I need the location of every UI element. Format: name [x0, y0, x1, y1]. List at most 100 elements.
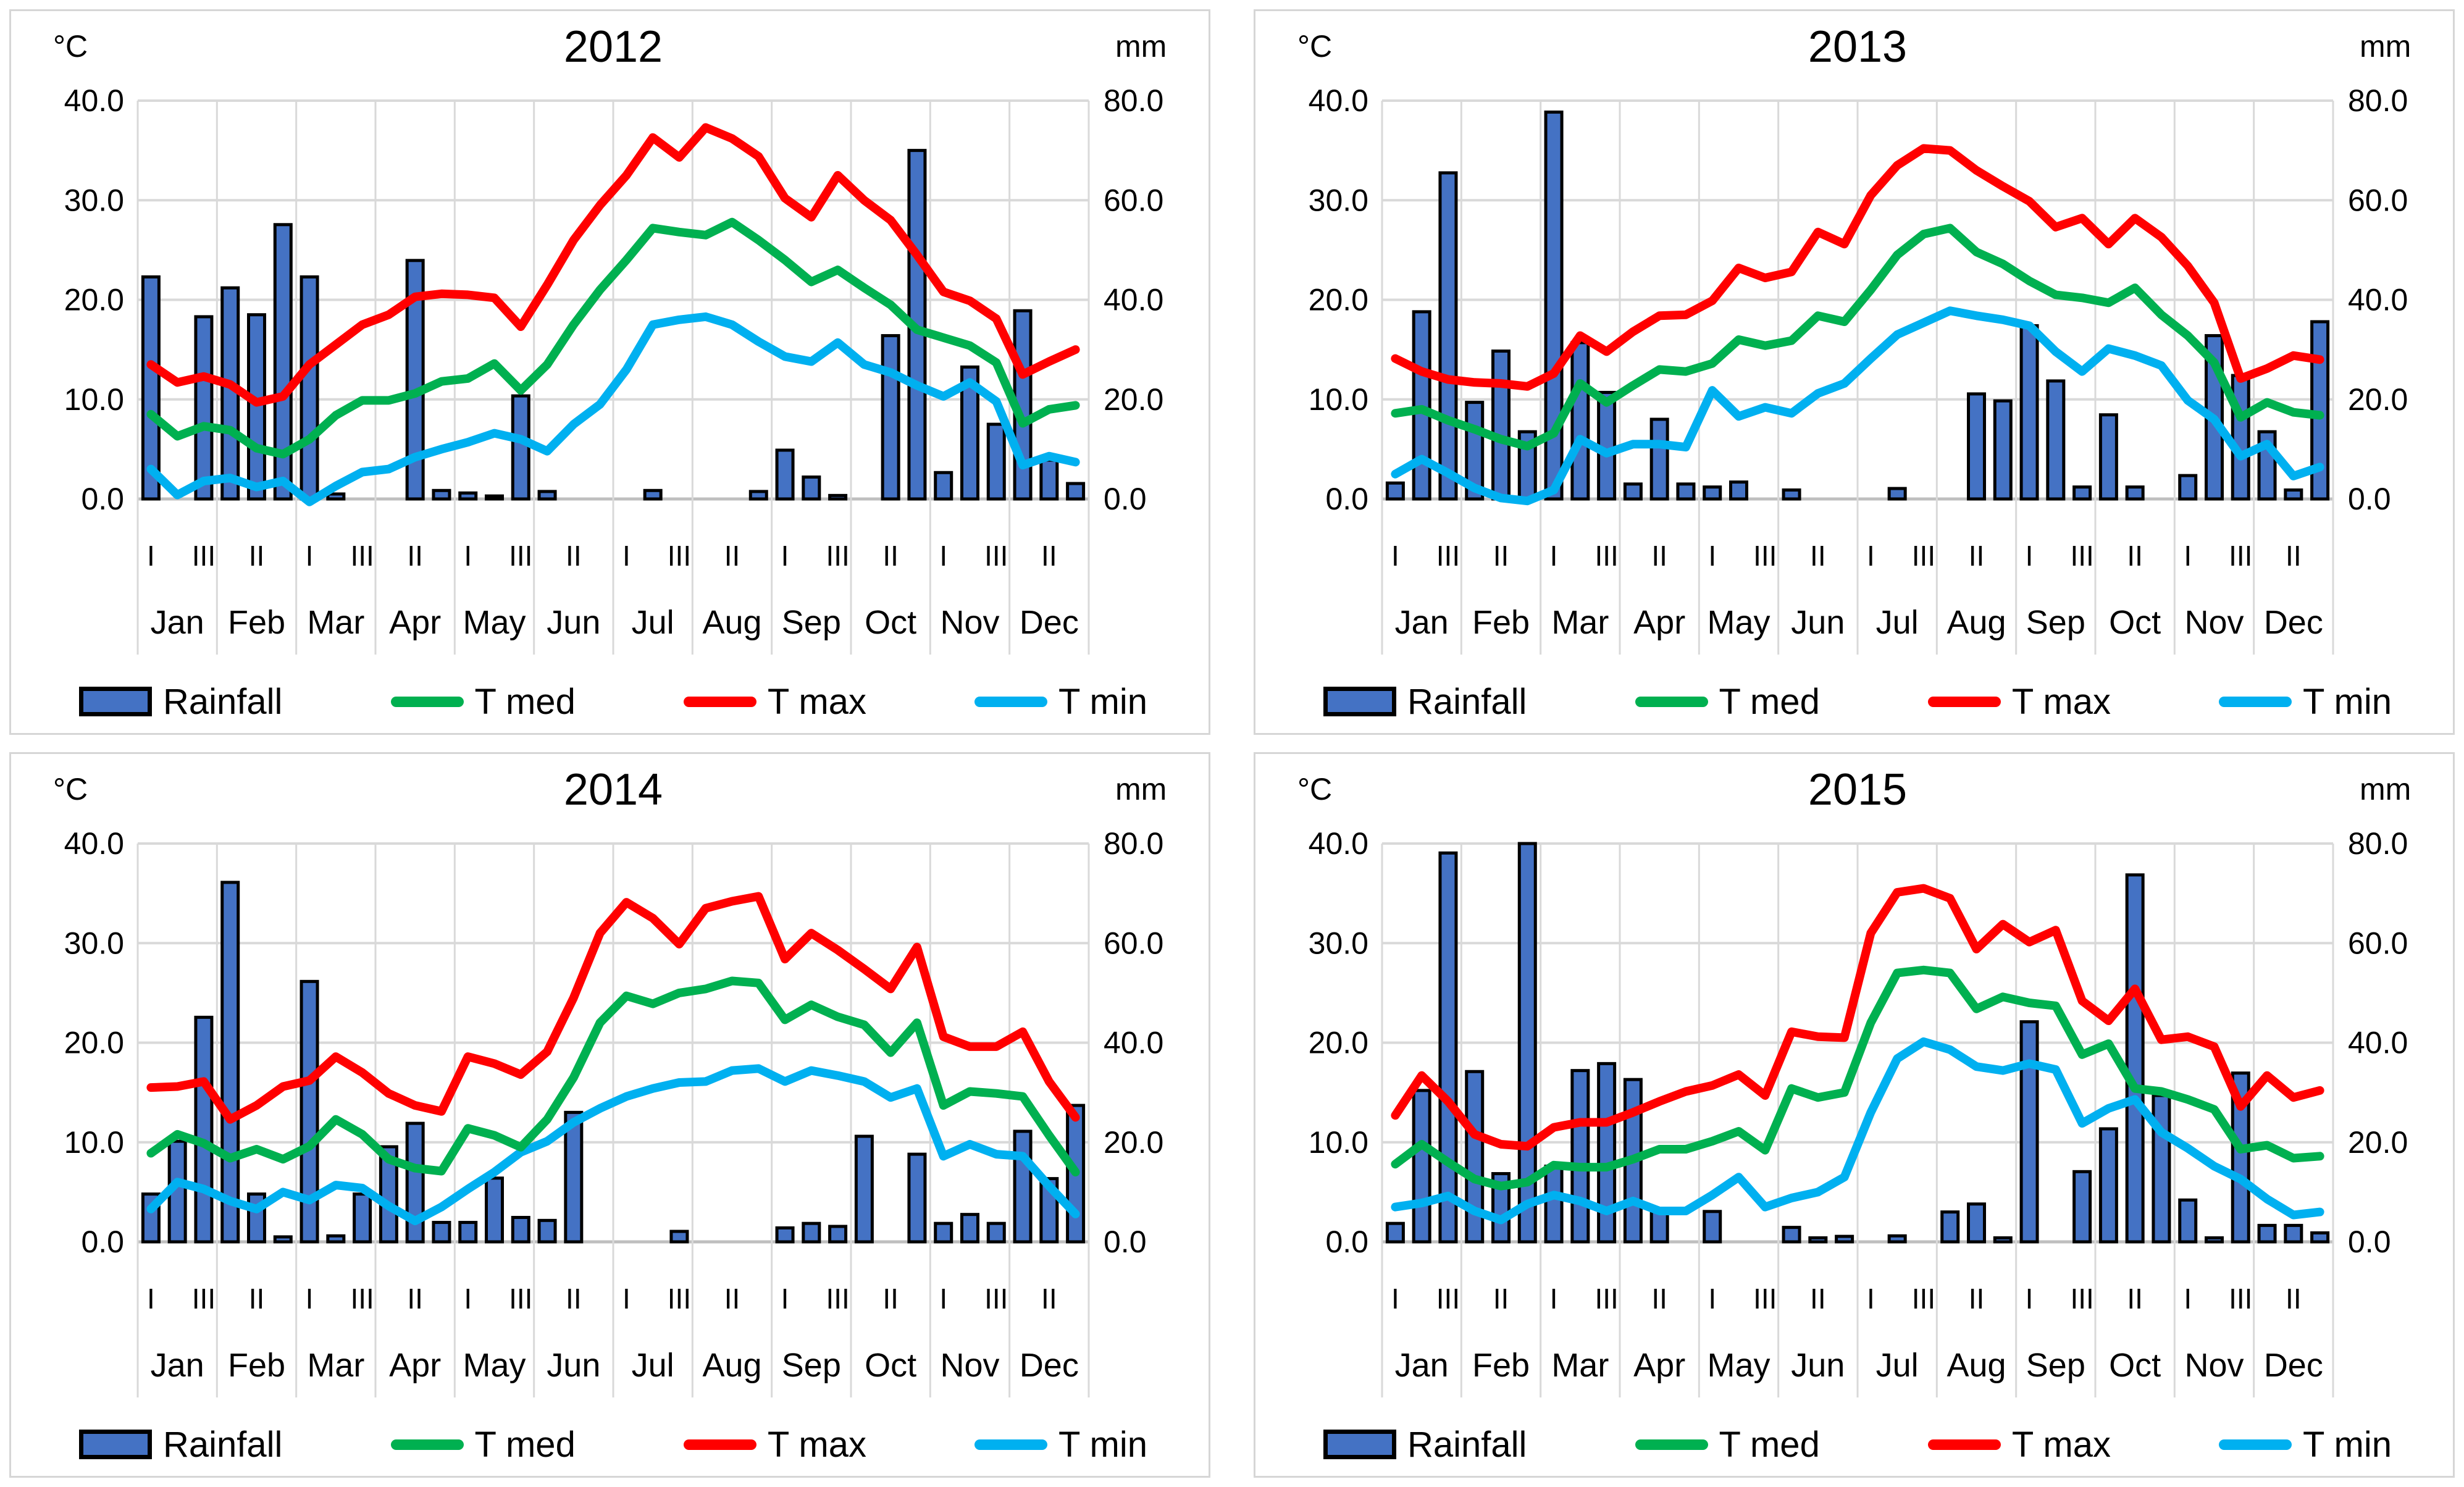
chart-panel-2012: °C 2012 mm 40.0 80.0 30.0 60.0 20.0 40.0 10.0 2… [9, 9, 1210, 735]
rainfall-bar [273, 1235, 293, 1244]
rainfall-bar [1013, 1129, 1033, 1244]
decade-tick-label: III [668, 540, 691, 572]
decade-tick-label: III [2229, 540, 2252, 572]
rainfall-bar [907, 1152, 927, 1244]
decade-tick-label: III [984, 540, 1008, 572]
month-label: Jun [1791, 604, 1845, 641]
decade-tick-label: II [2127, 1283, 2143, 1315]
decade-tick-label: I [1708, 1283, 1716, 1315]
rainfall-bar [1412, 1089, 1431, 1244]
decade-tick-label: III [1594, 1283, 1618, 1315]
rainfall-bar [511, 394, 530, 501]
month-label: Jul [1876, 604, 1919, 641]
month-label: Dec [1020, 604, 1079, 641]
month-label: Nov [940, 604, 999, 641]
rainfall-bar [1623, 482, 1643, 501]
decade-tick-label: III [1436, 540, 1460, 572]
rainfall-bar [537, 1218, 557, 1244]
chart-panel-2014: °C 2014 mm 40.0 80.0 30.0 60.0 20.0 40.0 10.0 2… [9, 752, 1210, 1478]
rainfall-bar [2098, 1127, 2118, 1244]
t-min-line [1391, 1037, 2324, 1225]
month-label: Jun [547, 604, 600, 641]
t-max-line-icon [683, 696, 756, 707]
rainfall-bar [960, 1213, 979, 1244]
plot-area: 40.0 80.030.0 60.020.0 40.010.0 20.00.0 0.0I I… [64, 83, 1163, 655]
rainfall-bar [353, 1192, 372, 1244]
chart-panel-2015: °C 2015 mm 40.0 80.0 30.0 60.0 20.0 40.0 10.0 2… [1254, 752, 2455, 1478]
decade-tick-labels: I III II I III II I III II I III II I III II I III II [147, 540, 1057, 572]
decade-tick-label: I [1550, 540, 1558, 572]
month-label: Aug [1946, 604, 2006, 641]
right-axis-tick: 40.0 [1104, 283, 1163, 317]
rainfall-bar [643, 488, 663, 501]
month-label: Jan [1395, 1347, 1449, 1384]
left-axis-tick: 40.0 [64, 83, 124, 118]
rainfall-bar [986, 1221, 1006, 1244]
rainfall-bar [1649, 417, 1669, 501]
decade-tick-label: I [1391, 1283, 1399, 1315]
left-axis-tick: 10.0 [1309, 382, 1368, 417]
left-axis-tick: 10.0 [64, 382, 124, 417]
legend-item-t-max: T max [1927, 1424, 2111, 1465]
rainfall-bar [511, 1215, 530, 1244]
rainfall-bar [1782, 1226, 1801, 1244]
rainfall-bar [669, 1229, 689, 1244]
rainfall-bar [1676, 482, 1696, 501]
decade-tick-label: II [1493, 1283, 1509, 1315]
left-axis-tick: 30.0 [1309, 926, 1368, 960]
month-label: Jul [1876, 1347, 1919, 1384]
decade-tick-label: II [1969, 1283, 1985, 1315]
right-axis-tick: 20.0 [2348, 1125, 2408, 1160]
decade-tick-label: III [2070, 540, 2093, 572]
right-axis-tick: 60.0 [2348, 183, 2408, 217]
month-label: Sep [782, 604, 841, 641]
month-labels: Jan Feb Mar Apr May Jun Jul Aug Sep Oct Nov Dec [151, 1347, 1079, 1384]
legend-item-t-max: T max [683, 681, 866, 723]
decade-tick-label: II [249, 1283, 265, 1315]
decade-tick-label: II [2286, 1283, 2302, 1315]
rainfall-bar [141, 1192, 161, 1244]
decade-tick-label: I [2184, 540, 2192, 572]
left-axis-tick: 20.0 [1309, 1026, 1368, 1060]
rainfall-bars [141, 881, 1086, 1244]
left-axis-tick: 20.0 [64, 283, 124, 317]
t-max-line [1391, 144, 2324, 391]
t-max-line [146, 892, 1080, 1124]
t-max-line-icon [683, 1439, 756, 1450]
rainfall-bar [986, 422, 1006, 501]
month-label: Sep [2026, 1347, 2085, 1384]
rainfall-bar [2310, 1231, 2330, 1244]
legend-label: T min [1058, 681, 1147, 722]
rainfall-bar [194, 315, 214, 501]
decade-tick-label: II [724, 540, 740, 572]
month-labels: Jan Feb Mar Apr May Jun Jul Aug Sep Oct Nov Dec [1395, 604, 2323, 641]
decade-tick-label: II [1810, 540, 1826, 572]
rainfall-bar [1835, 1234, 1854, 1244]
rainfall-bar [1940, 1210, 1960, 1244]
rainfall-bar [1438, 851, 1458, 1244]
rainfall-bar [1729, 480, 1748, 501]
rainfall-bar [1808, 1236, 1828, 1244]
month-label: May [1707, 1347, 1770, 1384]
decade-tick-label: II [407, 1283, 423, 1315]
rainfall-bar [1066, 1104, 1086, 1244]
rainfall-bar [2284, 1223, 2303, 1244]
left-axis-tick: 0.0 [81, 1225, 124, 1259]
legend-item-t-max: T max [683, 1424, 866, 1465]
decade-tick-label: II [724, 1283, 740, 1315]
month-label: Aug [1946, 1347, 2006, 1384]
decade-tick-label: III [1912, 1283, 1935, 1315]
decade-tick-label: III [509, 540, 532, 572]
legend-item-t-med: T med [390, 1424, 576, 1465]
rainfall-swatch-icon [1323, 687, 1396, 716]
month-label: Dec [1020, 1347, 1079, 1384]
left-axis-tick: 30.0 [64, 183, 124, 217]
rainfall-bar [2231, 374, 2250, 501]
decade-tick-label: III [1912, 540, 1935, 572]
right-axis-tick: 40.0 [2348, 283, 2408, 317]
legend-item-rainfall: Rainfall [79, 1424, 282, 1465]
legend: Rainfall T med T max T min [79, 677, 1147, 726]
t-med-line [1391, 224, 2324, 451]
rainfall-bar [1570, 341, 1590, 501]
month-label: Aug [702, 604, 761, 641]
